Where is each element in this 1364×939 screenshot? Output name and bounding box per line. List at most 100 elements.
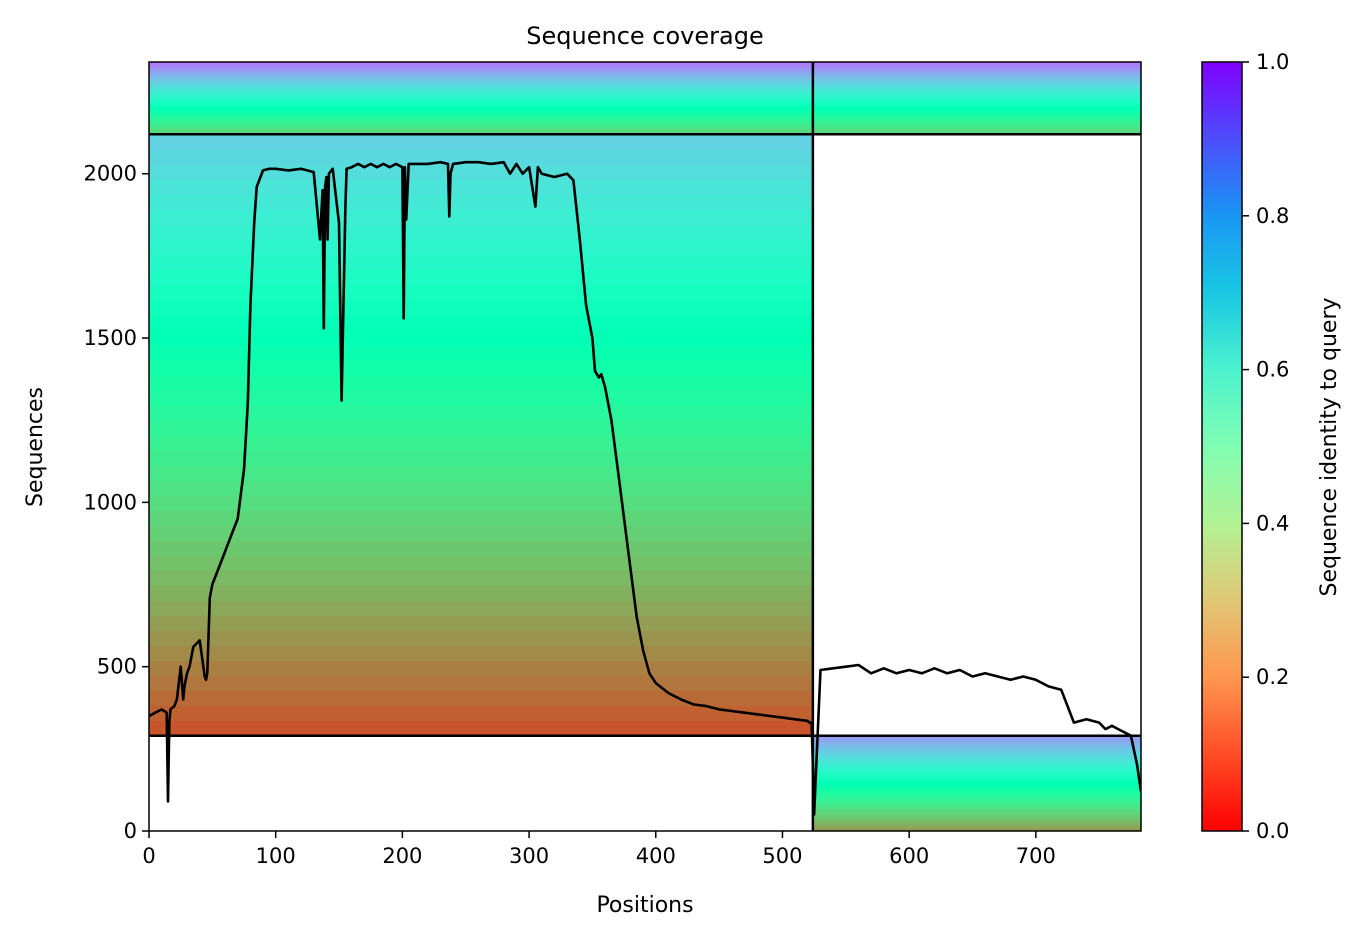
- heatmap-cell: [149, 80, 813, 83]
- plot-frame: [148, 61, 1142, 832]
- heatmap-cell: [812, 76, 1141, 79]
- heatmap-cell: [149, 134, 813, 150]
- heatmap-cell: [812, 738, 1141, 742]
- heatmap-cell: [149, 87, 813, 90]
- heatmap-cell: [149, 94, 813, 97]
- heatmap-cell: [149, 112, 813, 116]
- heatmap-cell: [812, 788, 1141, 792]
- heatmap-cell: [149, 690, 813, 707]
- heatmap-cell: [149, 480, 813, 496]
- heatmap-cell: [812, 92, 1141, 96]
- heatmap-cell: [812, 67, 1141, 70]
- heatmap-cell: [812, 811, 1141, 815]
- heatmap-cell: [149, 92, 813, 96]
- heatmap-cell: [812, 62, 1141, 65]
- y-tick-label: 1500: [84, 326, 137, 350]
- colorbar-tick-label: 0.0: [1256, 819, 1289, 843]
- heatmap-cell: [149, 74, 813, 78]
- heatmap-cell: [812, 759, 1141, 763]
- heatmap-cell: [812, 769, 1141, 773]
- block-chain-A-paired: [149, 62, 813, 135]
- heatmap-cell: [812, 735, 1141, 739]
- heatmap-cell: [812, 99, 1141, 103]
- heatmap-cell: [812, 795, 1141, 799]
- heatmap-cell: [812, 121, 1141, 125]
- heatmap-cell: [812, 130, 1141, 134]
- heatmap-cell: [149, 630, 813, 647]
- heatmap-cell: [149, 434, 813, 451]
- y-axis: 0 500 1000 1500 2000: [84, 162, 149, 843]
- heatmap-cell: [812, 823, 1141, 827]
- heatmap-cell: [812, 85, 1141, 88]
- heatmap-cell: [149, 78, 813, 81]
- heatmap-cell: [812, 123, 1141, 126]
- heatmap-cell: [149, 359, 813, 376]
- heatmap-cell: [149, 69, 813, 72]
- heatmap-cell: [812, 80, 1141, 83]
- heatmap-cell: [812, 107, 1141, 110]
- heatmap-cell: [149, 76, 813, 79]
- heatmap-cell: [149, 555, 813, 571]
- heatmap-cell: [149, 107, 813, 110]
- coverage-line: [149, 160, 1141, 816]
- heatmap-cell: [149, 194, 813, 211]
- heatmap-cell: [149, 127, 813, 130]
- heatmap-cell: [812, 800, 1141, 804]
- heatmap-cell: [149, 125, 813, 128]
- chain-boundaries: [149, 62, 1141, 831]
- heatmap-cell: [812, 90, 1141, 94]
- heatmap-cell: [812, 754, 1141, 758]
- x-tick-label: 300: [509, 844, 549, 868]
- heatmap-cell: [149, 540, 813, 556]
- heatmap-cell: [812, 816, 1141, 820]
- heatmap-cell: [149, 114, 813, 117]
- heatmap-cell: [149, 118, 813, 121]
- heatmap-cell: [812, 125, 1141, 128]
- heatmap-cell: [812, 94, 1141, 97]
- heatmap-cell: [812, 128, 1141, 132]
- heatmap-cell: [149, 254, 813, 271]
- heatmap-cell: [149, 239, 813, 256]
- heatmap-cell: [812, 87, 1141, 90]
- x-tick-label: 500: [762, 844, 802, 868]
- heatmap-cell: [812, 71, 1141, 74]
- block-chain-A-unpaired: [149, 134, 813, 737]
- heatmap-cell: [812, 745, 1141, 749]
- colorbar-ticks: 0.0 0.2 0.4 0.6 0.8 1.0: [1242, 50, 1289, 843]
- heatmap-cell: [149, 209, 813, 226]
- heatmap-cell: [149, 570, 813, 586]
- y-tick-label: 1000: [84, 490, 137, 514]
- heatmap-cell: [812, 98, 1141, 101]
- x-tick-label: 600: [889, 844, 929, 868]
- heatmap-cell: [149, 108, 813, 112]
- heatmap-cell: [812, 778, 1141, 782]
- heatmap-cell: [812, 127, 1141, 130]
- heatmap-cell: [149, 62, 813, 65]
- heatmap-cell: [149, 269, 813, 286]
- heatmap-cell: [812, 83, 1141, 87]
- heatmap-cell: [812, 828, 1141, 831]
- heatmap-cell: [812, 116, 1141, 119]
- y-tick-label: 2000: [84, 162, 137, 186]
- colorbar-tick-label: 0.8: [1256, 204, 1289, 228]
- heatmap-cell: [812, 826, 1141, 830]
- heatmap-cell: [812, 819, 1141, 823]
- heatmap-cell: [149, 123, 813, 126]
- heatmap-cell: [812, 78, 1141, 81]
- heatmap-cell: [149, 224, 813, 241]
- heatmap-cell: [812, 790, 1141, 794]
- y-tick-label: 0: [124, 819, 137, 843]
- heatmap-cell: [149, 675, 813, 692]
- colorbar-label: Sequence identity to query: [1317, 297, 1342, 596]
- colorbar-gradient: [1201, 61, 1243, 832]
- heatmap-cell: [149, 72, 813, 76]
- heatmap-cell: [149, 299, 813, 316]
- heatmap-cell: [149, 179, 813, 196]
- colorbar-tick-label: 0.2: [1256, 665, 1289, 689]
- heatmap-cell: [812, 72, 1141, 76]
- heatmap-cell: [149, 615, 813, 632]
- heatmap-cell: [812, 792, 1141, 796]
- heatmap-cell: [812, 101, 1141, 105]
- colorbar-tick-label: 0.4: [1256, 511, 1289, 535]
- heatmap-cell: [812, 742, 1141, 746]
